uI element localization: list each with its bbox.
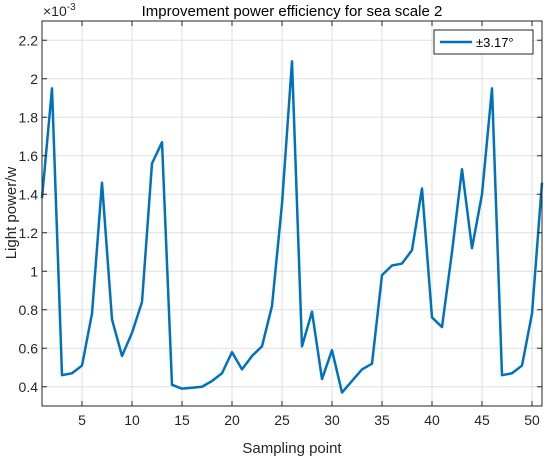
plot-frame <box>41 20 543 407</box>
x-tick-label: 35 <box>374 412 390 428</box>
x-axis-label: Sampling point <box>242 440 342 457</box>
y-tick-label: 0.4 <box>19 379 39 395</box>
x-tick-labels: 5 10 15 20 25 30 35 40 45 50 <box>78 412 540 428</box>
x-tick-label: 40 <box>424 412 440 428</box>
x-tick-label: 30 <box>324 412 340 428</box>
x-tick-label: 25 <box>274 412 290 428</box>
x-tick-label: 45 <box>474 412 490 428</box>
y-tick-label: 1.6 <box>19 148 39 164</box>
series-line <box>40 60 544 394</box>
x-tick-label: 5 <box>78 412 86 428</box>
y-tick-label: 1 <box>30 263 38 279</box>
x-tick-label: 15 <box>174 412 190 428</box>
x-tick-label: 10 <box>124 412 140 428</box>
y-tick-label: 2.2 <box>19 32 39 48</box>
chart-title: Improvement power efficiency for sea sca… <box>142 3 443 20</box>
y-exponent-label: ×10-3 <box>43 2 76 19</box>
y-tick-label: 0.6 <box>19 340 39 356</box>
legend: ±3.17° <box>433 29 534 55</box>
y-tick-label: 1.8 <box>19 109 39 125</box>
y-exponent-power: -3 <box>67 2 76 13</box>
y-tick-labels: 0.4 0.6 0.8 1 1.2 1.4 1.6 1.8 2 2.2 <box>19 32 39 395</box>
y-tick-label: 1.4 <box>19 186 39 202</box>
x-tick-label: 20 <box>224 412 240 428</box>
x-tick-label: 50 <box>524 412 540 428</box>
series-group <box>40 60 544 394</box>
axis-ticks <box>42 21 542 406</box>
y-tick-label: 1.2 <box>19 225 39 241</box>
y-tick-label: 0.8 <box>19 302 39 318</box>
legend-entry-label: ±3.17° <box>476 35 514 50</box>
y-exponent-base: ×10 <box>43 3 67 19</box>
y-axis-label: Light power/w <box>3 167 20 260</box>
y-tick-label: 2 <box>30 71 38 87</box>
